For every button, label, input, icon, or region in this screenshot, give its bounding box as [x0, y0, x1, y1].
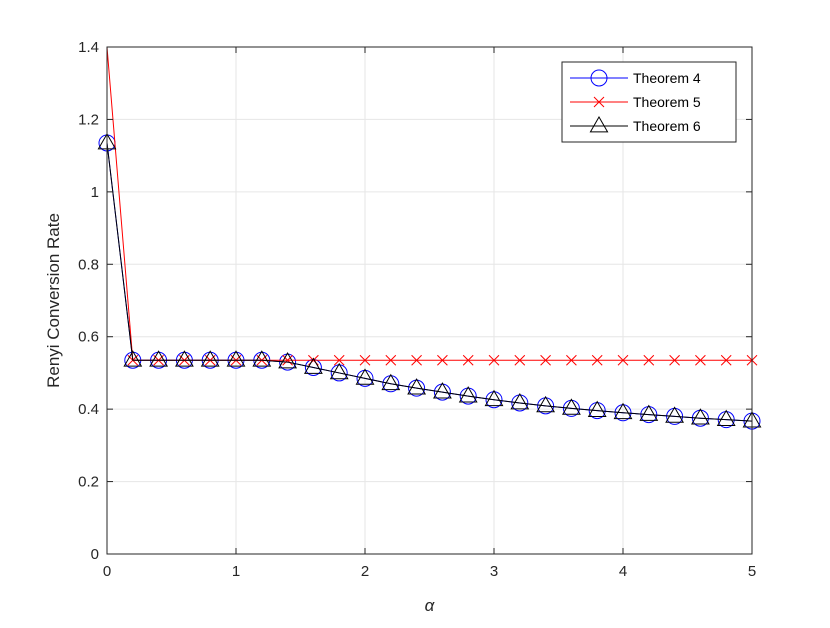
data-point	[617, 354, 629, 366]
data-point	[695, 354, 706, 366]
legend-marker	[593, 96, 605, 108]
data-point	[329, 362, 349, 380]
data-point	[716, 409, 736, 426]
y-tick-label: 1.2	[78, 111, 99, 128]
data-point	[407, 378, 427, 395]
series-layer	[97, 46, 762, 430]
data-point	[488, 354, 500, 366]
data-point	[432, 382, 452, 399]
y-tick-label: 0.8	[78, 256, 99, 273]
data-point	[381, 373, 401, 391]
series-3	[97, 132, 762, 428]
data-point	[669, 354, 680, 366]
data-point	[355, 368, 375, 385]
data-point	[458, 386, 478, 403]
y-tick-label: 0.2	[78, 474, 99, 491]
plot-frame	[106, 46, 753, 555]
x-tick-label: 3	[490, 563, 498, 580]
data-point	[514, 354, 526, 366]
x-tick-label: 5	[748, 563, 756, 580]
data-point	[720, 354, 732, 366]
data-point	[123, 350, 143, 367]
y-tick-label: 1.4	[78, 39, 99, 56]
data-point	[411, 354, 422, 366]
data-point	[282, 354, 293, 366]
x-axis-label: α	[425, 596, 436, 615]
x-tick-label: 0	[103, 563, 111, 580]
data-point	[333, 354, 345, 366]
data-point	[536, 395, 556, 413]
data-point	[174, 350, 194, 367]
data-point	[385, 354, 397, 366]
y-tick-label: 0.6	[78, 329, 99, 346]
data-point	[690, 408, 710, 425]
y-axis-label: Renyi Conversion Rate	[44, 213, 63, 388]
legend-label: Theorem 5	[633, 94, 701, 110]
legend-marker	[590, 69, 608, 87]
series-line	[106, 142, 753, 422]
x-tick-label: 2	[361, 563, 369, 580]
legend-item: Theorem 4	[570, 69, 701, 87]
data-point	[561, 398, 581, 415]
x-tick-label: 4	[619, 563, 627, 580]
data-point	[359, 354, 371, 366]
data-point	[510, 392, 530, 410]
data-point	[484, 389, 504, 407]
data-point	[591, 354, 603, 366]
data-point	[462, 354, 474, 366]
data-point	[639, 404, 659, 421]
data-point	[252, 350, 272, 367]
legend-label: Theorem 4	[633, 70, 701, 86]
data-point	[303, 357, 323, 374]
data-point	[226, 350, 246, 367]
y-tick-label: 0.4	[78, 401, 99, 418]
data-point	[665, 406, 685, 423]
data-point	[613, 402, 633, 420]
legend-item: Theorem 6	[570, 115, 701, 134]
legend-label: Theorem 6	[633, 118, 701, 134]
data-point	[566, 354, 577, 366]
data-point	[587, 400, 607, 417]
data-point	[278, 352, 298, 369]
legend: Theorem 4 Theorem 5 Theorem 6	[561, 61, 737, 143]
y-tick-label: 0	[91, 546, 99, 563]
axes: 0 1 2 3 4 5 0 0.2 0.4 0.6 0.8 1 1.2 1.4	[78, 39, 756, 580]
data-point	[149, 350, 169, 367]
data-point	[540, 354, 551, 366]
legend-marker	[589, 115, 609, 133]
data-point	[643, 354, 655, 366]
y-tick-label: 1	[91, 184, 99, 201]
data-point	[200, 350, 220, 367]
data-point	[437, 354, 448, 366]
x-tick-label: 1	[232, 563, 240, 580]
legend-item: Theorem 5	[570, 94, 701, 110]
